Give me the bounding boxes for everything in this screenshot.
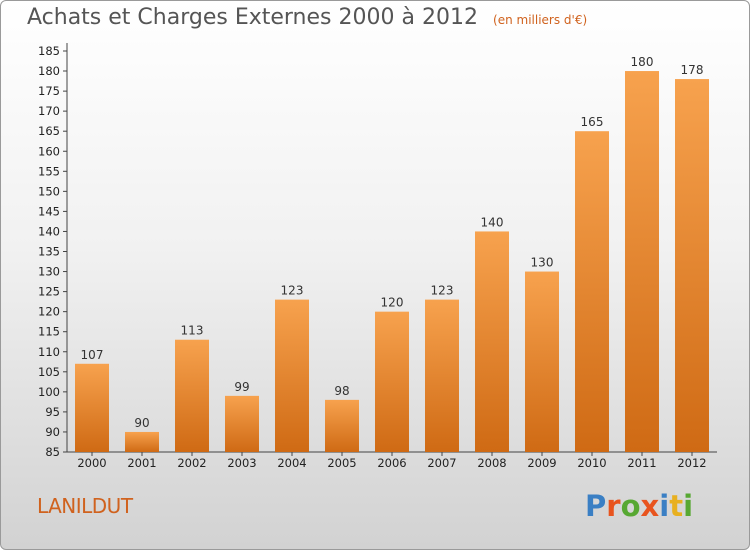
data-label: 178 (681, 63, 704, 77)
y-tick-label: 90 (45, 425, 60, 439)
x-tick-label: 2007 (427, 456, 456, 470)
bar (375, 311, 409, 452)
data-label: 90 (134, 416, 149, 430)
data-label: 123 (281, 284, 304, 298)
data-label: 123 (431, 284, 454, 298)
x-tick-label: 2008 (477, 456, 506, 470)
y-tick-label: 110 (38, 345, 60, 359)
bar (275, 299, 309, 452)
bar (175, 339, 209, 452)
data-label: 130 (531, 256, 554, 270)
x-tick-label: 2000 (77, 456, 106, 470)
logo-letter: t (669, 489, 684, 523)
y-tick-label: 125 (38, 285, 60, 299)
y-tick-label: 100 (38, 385, 60, 399)
logo-letter: i (683, 489, 694, 523)
bar (325, 399, 359, 452)
x-tick-label: 2006 (377, 456, 406, 470)
x-tick-label: 2003 (227, 456, 256, 470)
x-tick-label: 2005 (327, 456, 356, 470)
x-tick-label: 2004 (277, 456, 306, 470)
data-label: 165 (581, 115, 604, 129)
y-tick-label: 105 (38, 365, 60, 379)
y-tick-label: 160 (38, 144, 60, 158)
y-tick-label: 185 (38, 44, 60, 58)
logo-letter: P (585, 489, 607, 523)
y-tick-label: 170 (38, 104, 60, 118)
data-label: 113 (181, 324, 204, 338)
bar-chart: 85 90 95 100 105 110 115 120 125 130 135 140 145 150 1… (38, 43, 717, 470)
x-tick-label: 2011 (627, 456, 656, 470)
y-tick-label: 85 (45, 445, 60, 459)
x-tick-label: 2012 (677, 456, 706, 470)
bar (525, 271, 559, 452)
data-label: 140 (481, 215, 504, 229)
bar (225, 395, 259, 452)
bar (475, 231, 509, 452)
bar (75, 363, 109, 452)
y-tick-label: 175 (38, 84, 60, 98)
x-tick-label: 2009 (527, 456, 556, 470)
data-label: 120 (381, 296, 404, 310)
y-tick-label: 150 (38, 184, 60, 198)
y-tick-label: 135 (38, 245, 60, 259)
logo-letter: r (606, 489, 621, 523)
logo-letter: o (620, 489, 641, 523)
y-tick-label: 120 (38, 305, 60, 319)
title-block: Achats et Charges Externes 2000 à 2012 (… (27, 5, 587, 30)
y-tick-label: 180 (38, 64, 60, 78)
y-tick-label: 165 (38, 124, 60, 138)
data-label: 107 (81, 348, 104, 362)
bar (125, 431, 159, 452)
y-tick-label: 145 (38, 204, 60, 218)
y-tick-label: 140 (38, 224, 60, 238)
bar (675, 79, 709, 452)
data-label: 98 (334, 384, 349, 398)
bar (425, 299, 459, 452)
chart-unit: (en milliers d'€) (493, 13, 588, 27)
data-label: 180 (631, 55, 654, 69)
bar (625, 71, 659, 453)
logo-letter: i (659, 489, 670, 523)
proxiti-logo: Proxiti (585, 489, 693, 523)
y-tick-label: 155 (38, 164, 60, 178)
y-tick-label: 115 (38, 325, 60, 339)
y-tick-label: 95 (45, 405, 60, 419)
chart-title: Achats et Charges Externes 2000 à 2012 (27, 5, 478, 30)
x-tick-label: 2010 (577, 456, 606, 470)
commune-name: LANILDUT (37, 494, 133, 518)
logo-letter: x (640, 489, 660, 523)
x-tick-label: 2002 (177, 456, 206, 470)
y-tick-label: 130 (38, 265, 60, 279)
bar (575, 131, 609, 452)
x-tick-label: 2001 (127, 456, 156, 470)
data-label: 99 (234, 380, 249, 394)
